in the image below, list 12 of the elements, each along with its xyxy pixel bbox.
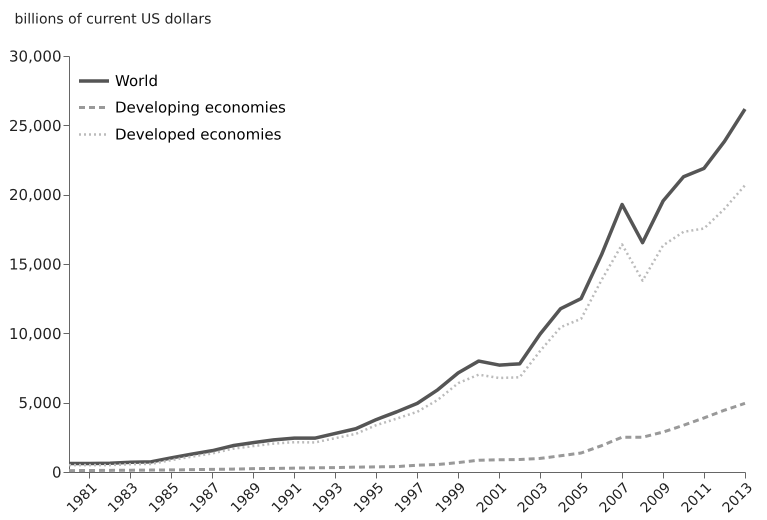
legend-label: Developed economies [115,126,282,144]
y-tick-label: 15,000 [9,256,62,274]
y-tick-label: 30,000 [9,48,62,66]
y-tick-label: 10,000 [9,324,62,343]
legend-label: Developing economies [115,98,286,116]
y-tick-label: 20,000 [9,186,62,204]
y-tick-label: 5,000 [18,394,62,412]
y-tick-label: 25,000 [9,116,62,135]
y-axis-title: billions of current US dollars [14,12,212,28]
line-series [68,184,746,466]
y-tick-label: 0 [52,464,62,482]
legend-label: World [115,72,158,90]
